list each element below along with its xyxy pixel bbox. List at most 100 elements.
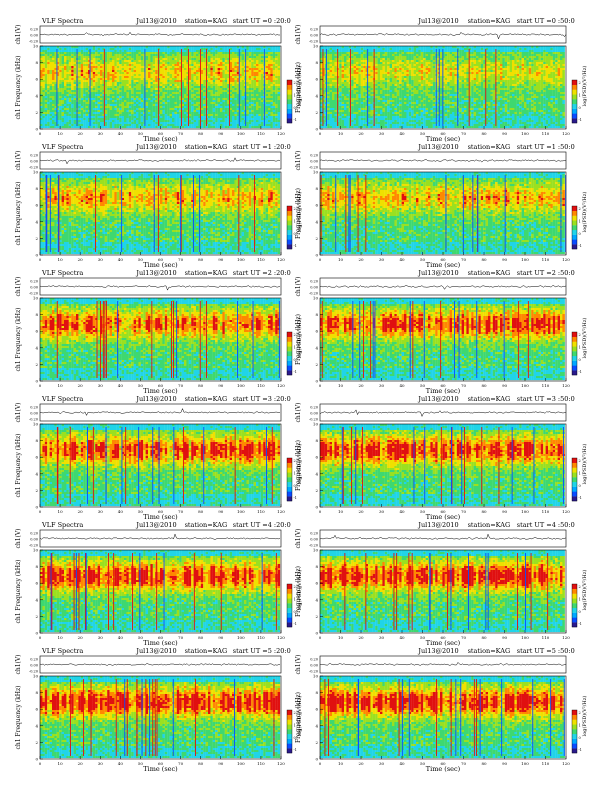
- spectrogram-cell: [59, 66, 62, 68]
- spectrogram-cell: [266, 62, 269, 64]
- spectrogram-cell: [268, 66, 271, 68]
- spectrogram-panel: VLF SpectraJul13@2010station=KAGstart UT…: [15, 17, 303, 143]
- spectrogram-cell: [141, 58, 144, 60]
- spectrogram-cell: [86, 58, 89, 60]
- spectrogram-cell: [222, 52, 225, 54]
- spectrogram-cell: [134, 86, 137, 88]
- spectrogram-cell: [165, 76, 168, 78]
- spectrogram-cell: [258, 78, 261, 80]
- spectrogram-cell: [184, 86, 187, 88]
- spectrogram-cell: [112, 90, 115, 92]
- spectrogram-cell: [131, 92, 134, 94]
- spectrogram-cell: [40, 84, 43, 86]
- spectrogram-cell: [78, 74, 81, 76]
- spectrogram-cell: [93, 48, 96, 50]
- spectrogram-cell: [78, 82, 81, 84]
- spectrogram-cell: [66, 92, 69, 94]
- spectrogram-cell: [160, 50, 163, 52]
- spectrogram-cell: [160, 74, 163, 76]
- spectrogram-cell: [129, 66, 132, 68]
- spectrogram-cell: [105, 78, 108, 80]
- spectrogram-cell: [213, 82, 216, 84]
- spectrogram-cell: [117, 46, 120, 48]
- spectrogram-cell: [129, 52, 132, 54]
- spectrogram-cell: [266, 74, 269, 76]
- spectrogram-cell: [90, 90, 93, 92]
- spectrogram-cell: [242, 82, 245, 84]
- spectrogram-cell: [261, 84, 264, 86]
- spectrogram-cell: [141, 86, 144, 88]
- spectrogram-cell: [69, 54, 72, 56]
- spectrogram-cell: [182, 86, 185, 88]
- spectrogram-cell: [42, 54, 45, 56]
- spectrogram-cell: [213, 50, 216, 52]
- spectrogram-cell: [234, 64, 237, 66]
- spectrogram-cell: [71, 86, 74, 88]
- spectrogram-cell: [268, 80, 271, 82]
- spectrogram-cell: [170, 56, 173, 58]
- spectrogram-cell: [124, 54, 127, 56]
- spectrogram-cell: [136, 62, 139, 64]
- spectrogram-cell: [129, 82, 132, 84]
- spectrogram-cell: [69, 80, 72, 82]
- spectrogram-cell: [131, 58, 134, 60]
- spectrogram-cell: [218, 70, 221, 72]
- spectrogram-cell: [119, 88, 122, 90]
- spectrogram-cell: [95, 74, 98, 76]
- spectrogram-cell: [95, 78, 98, 80]
- spectrogram-cell: [201, 62, 204, 64]
- spectrogram-cell: [59, 68, 62, 70]
- spectrogram-cell: [201, 72, 204, 74]
- spectrogram-cell: [170, 64, 173, 66]
- spectrogram-cell: [220, 86, 223, 88]
- spectrogram-cell: [52, 52, 55, 54]
- spectrogram-cell: [234, 50, 237, 52]
- spectrogram-cell: [98, 72, 101, 74]
- spectrogram-cell: [66, 72, 69, 74]
- spectrogram-cell: [62, 72, 65, 74]
- spectrogram-cell: [153, 68, 156, 70]
- spectrogram-cell: [220, 76, 223, 78]
- spectrogram-cell: [117, 70, 120, 72]
- spectrogram-cell: [136, 52, 139, 54]
- spectrogram-cell: [107, 72, 110, 74]
- spectrogram-cell: [105, 64, 108, 66]
- spectrogram-cell: [83, 92, 86, 94]
- spectrogram-cell: [47, 58, 50, 60]
- spectrogram-cell: [52, 78, 55, 80]
- spectrogram-cell: [126, 82, 128, 84]
- spectrogram-cell: [191, 80, 194, 82]
- spectrogram-cell: [66, 58, 69, 60]
- spectrogram-cell: [71, 64, 74, 66]
- spectrogram-cell: [93, 64, 96, 66]
- spectrogram-cell: [146, 48, 149, 50]
- spectrogram-cell: [50, 56, 53, 58]
- spectrogram-cell: [110, 70, 113, 72]
- spectrogram-cell: [45, 84, 48, 86]
- spectrogram-cell: [261, 58, 264, 60]
- spectrogram-cell: [174, 90, 177, 92]
- spectrogram-cell: [117, 60, 120, 62]
- spectrogram-cell: [273, 62, 276, 64]
- spectrogram-cell: [124, 90, 127, 92]
- spectrogram-cell: [191, 62, 194, 64]
- spectrogram-cell: [256, 84, 259, 86]
- spectrogram-cell: [45, 92, 48, 94]
- spectrogram-cell: [203, 84, 206, 86]
- spectrogram-cell: [278, 46, 281, 48]
- spectrogram-cell: [222, 62, 225, 64]
- spectrogram-cell: [74, 66, 77, 68]
- spectrogram-cell: [270, 70, 273, 72]
- spectrogram-cell: [69, 66, 72, 68]
- spectrogram-cell: [66, 48, 69, 50]
- header-date: Jul13@2010: [135, 17, 176, 25]
- spectrogram-cell: [52, 56, 55, 58]
- spectrogram-cell: [138, 70, 141, 72]
- spectrogram-cell: [275, 84, 278, 86]
- spectrogram-cell: [100, 82, 103, 84]
- spectrogram-cell: [203, 86, 206, 88]
- spectrogram-cell: [251, 80, 254, 82]
- spectrogram-cell: [78, 50, 81, 52]
- spectrogram-cell: [222, 80, 225, 82]
- spectrogram-cell: [266, 68, 269, 70]
